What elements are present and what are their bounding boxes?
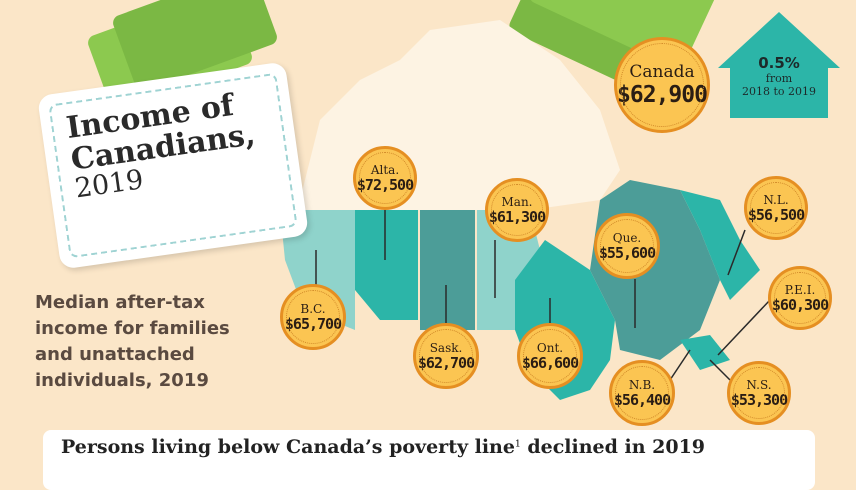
coin-manitoba: Man. $61,300 [485,178,549,242]
coin-pei: P.E.I. $60,300 [768,266,832,330]
coin-canada: Canada $62,900 [614,37,710,133]
subtitle: Median after-tax income for families and… [35,292,230,391]
banner-text-end: declined in 2019 [520,436,706,458]
coin-sask: Sask. $62,700 [413,323,479,389]
footnote-marker: 1 [514,439,521,450]
change-from: from [765,72,793,85]
province-nl [680,190,760,300]
coin-quebec: Que. $55,600 [594,213,660,279]
coin-bc: B.C. $65,700 [280,284,346,350]
coin-label: B.C. [300,301,326,316]
coin-ns: N.S. $53,300 [727,361,791,425]
province-alberta [355,210,418,320]
coin-label: Sask. [429,340,463,355]
coin-nb: N.B. $56,400 [609,360,675,426]
poverty-banner: Persons living below Canada’s poverty li… [43,430,815,490]
coin-label: Man. [501,194,533,209]
money-bills-left [88,0,277,111]
coin-label: N.B. [628,377,656,392]
coin-label: N.S. [746,377,772,392]
change-period: 2018 to 2019 [741,85,817,98]
coin-label: P.E.I. [784,282,816,297]
coin-value: $62,700 [417,353,475,372]
coin-label: Alta. [370,162,400,177]
coin-label: Que. [612,230,642,245]
change-percent: 0.5% [758,54,800,72]
coin-value: $60,300 [771,295,829,314]
coin-value: $65,700 [284,314,342,333]
coin-value: $61,300 [488,207,546,226]
leader-lines [315,210,771,381]
coin-label: N.L. [763,192,789,207]
maritimes [680,335,730,370]
coin-value: $56,500 [747,205,805,224]
coin-label: Ont. [536,340,564,355]
coin-value: $66,600 [521,353,579,372]
change-arrow: 0.5% from 2018 to 2019 [718,30,840,120]
coin-ontario: Ont. $66,600 [517,323,583,389]
coin-value: $62,900 [617,82,708,108]
coin-label: Canada [629,62,695,82]
coin-value: $56,400 [613,390,671,409]
coin-alberta: Alta. $72,500 [353,146,417,210]
banner-text: Persons living below Canada’s poverty li… [61,436,515,458]
up-arrow-shape [718,12,840,118]
coin-value: $55,600 [598,243,656,262]
coin-nl: N.L. $56,500 [744,176,808,240]
coin-value: $53,300 [730,390,788,409]
province-sask [420,210,475,330]
coin-value: $72,500 [356,175,414,194]
